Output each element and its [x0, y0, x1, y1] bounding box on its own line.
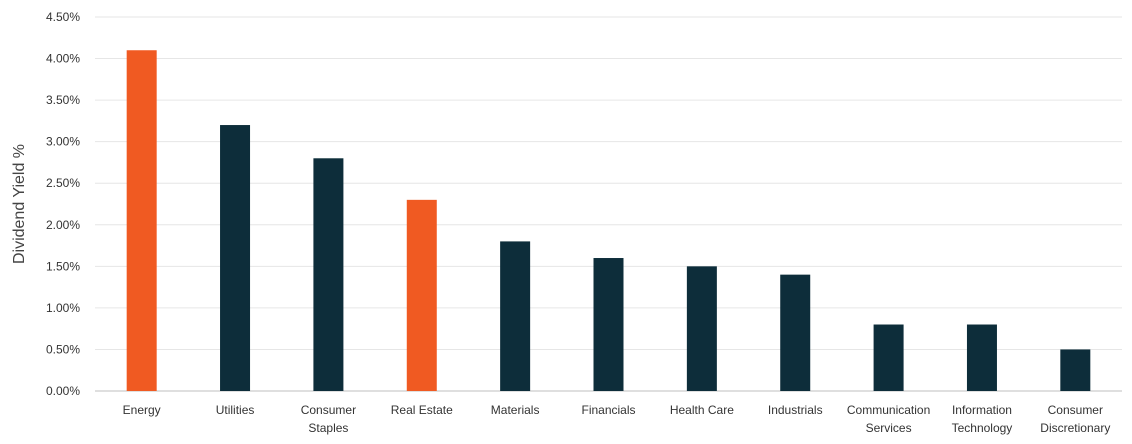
y-axis-ticks: 0.00% 0.50% 1.00% 1.50% 2.00% 2.50% 3.00% 3.50%… — [46, 10, 80, 398]
y-tick-label: 0.50% — [46, 342, 80, 356]
x-category-label: Consumer Discretionary — [1040, 403, 1110, 435]
x-category-label: Communication Services — [847, 403, 930, 435]
y-tick-label: 3.00% — [46, 135, 80, 149]
x-category-label: Information Technology — [952, 403, 1013, 435]
bar-consumer-staples — [313, 158, 344, 391]
y-tick-label: 2.00% — [46, 218, 80, 232]
y-tick-label: 2.50% — [46, 176, 80, 190]
bar-financials — [593, 258, 624, 391]
bar-communication-services — [873, 324, 904, 391]
bar-utilities — [220, 125, 251, 392]
y-tick-label: 1.00% — [46, 301, 80, 315]
x-category-label: Financials — [581, 403, 635, 417]
x-category-label: Materials — [491, 403, 540, 417]
y-tick-label: 0.00% — [46, 384, 80, 398]
y-tick-label: 4.00% — [46, 52, 80, 66]
bar-information-technology — [966, 324, 997, 391]
bar-consumer-discretionary — [1060, 349, 1091, 391]
y-tick-label: 3.50% — [46, 93, 80, 107]
x-category-label: Real Estate — [391, 403, 453, 417]
bar-energy — [126, 50, 157, 391]
gridlines — [95, 16, 1122, 392]
x-category-label: Consumer Staples — [301, 403, 356, 435]
y-tick-label: 1.50% — [46, 259, 80, 273]
y-axis-title: Dividend Yield % — [11, 144, 28, 264]
y-tick-label: 4.50% — [46, 10, 80, 24]
x-category-label: Energy — [123, 403, 161, 417]
bars — [126, 50, 1091, 392]
bar-industrials — [780, 274, 811, 391]
bar-materials — [500, 241, 531, 391]
bar-real-estate — [406, 199, 437, 391]
x-category-label: Industrials — [768, 403, 823, 417]
x-category-label: Health Care — [670, 403, 734, 417]
x-category-label: Utilities — [216, 403, 255, 417]
x-axis-labels: Energy Utilities Consumer Staples Real Estat… — [123, 403, 1111, 435]
bar-health-care — [686, 266, 717, 391]
